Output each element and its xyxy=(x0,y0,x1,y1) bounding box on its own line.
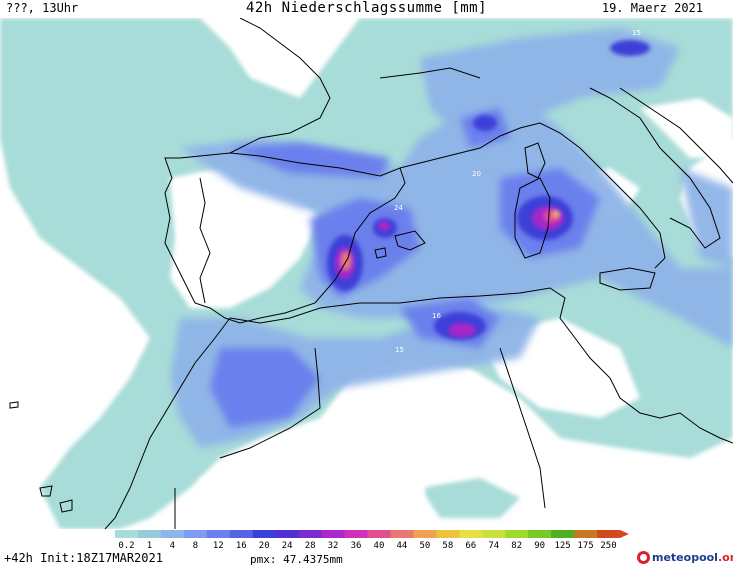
border-swiss xyxy=(379,67,481,79)
color-bar-segment xyxy=(115,530,139,538)
logo-name: meteopool xyxy=(652,550,718,564)
legend-tick-label: 32 xyxy=(328,541,339,551)
logo-suffix: .org xyxy=(717,550,733,564)
dry-iberia xyxy=(170,168,320,308)
contour-label: 15 xyxy=(632,29,641,37)
legend-tick-label: 82 xyxy=(511,541,522,551)
coast-france xyxy=(229,18,331,154)
legend-tick-label: 1 xyxy=(147,541,152,551)
canary-1 xyxy=(39,485,53,497)
color-bar-segment xyxy=(298,530,323,538)
color-bar-segment xyxy=(528,530,552,538)
precip-alps xyxy=(420,28,680,138)
color-bar-segment xyxy=(459,530,483,538)
color-bar-segment xyxy=(367,530,391,538)
contour-labels: 15 24 20 16 15 xyxy=(394,29,641,354)
coast-gulf-lion xyxy=(399,122,666,269)
legend-tick-label: 12 xyxy=(213,541,224,551)
legend-tick-label: 36 xyxy=(351,541,362,551)
coast-ibiza xyxy=(374,247,387,259)
legend-tick-label: 250 xyxy=(600,541,616,551)
legend-tick-label: 16 xyxy=(236,541,247,551)
legend-tick-label: 74 xyxy=(488,541,499,551)
border-algeria-tunisia xyxy=(499,347,546,509)
coast-italy-east xyxy=(589,87,721,249)
color-bar-segment xyxy=(137,530,162,538)
madeira xyxy=(9,401,19,409)
color-bar-segment xyxy=(344,530,368,538)
legend-tick-label: 90 xyxy=(534,541,545,551)
contour-label: 20 xyxy=(472,170,481,178)
coast-morocco-atlantic xyxy=(104,317,231,529)
contour-label: 16 xyxy=(432,312,441,320)
legend-tick-label: 50 xyxy=(419,541,430,551)
dry-west xyxy=(0,308,60,408)
legend-tick-label: 24 xyxy=(282,541,293,551)
header: ???, 13Uhr 42h Niederschlagssumme [mm] 1… xyxy=(0,0,733,18)
coast-mallorca xyxy=(394,230,426,251)
color-bar-segment xyxy=(229,530,254,538)
precip-pyrenees xyxy=(230,143,390,178)
color-bar-segment xyxy=(160,530,185,538)
border-portugal xyxy=(199,177,211,304)
forecast-init: +42h Init:18Z17MAR2021 xyxy=(4,551,163,565)
border-morocco-algeria xyxy=(219,347,321,459)
contour-label: 15 xyxy=(395,346,404,354)
color-bar-segment xyxy=(252,530,277,538)
color-bar-segment xyxy=(413,530,437,538)
color-bar-segment xyxy=(482,530,506,538)
legend-tick-label: 28 xyxy=(305,541,316,551)
color-bar-segment xyxy=(275,530,300,538)
legend-tick-label: 4 xyxy=(170,541,175,551)
legend-tick-label: 40 xyxy=(374,541,385,551)
legend: 0.2 1 4 8 12 16 20 24 28 32 36 40 44 50 58 66 74 82 90 125 1… xyxy=(0,529,733,566)
color-bar-segment xyxy=(551,530,575,538)
color-bar-segment xyxy=(321,530,346,538)
precip-morocco-core xyxy=(210,348,320,428)
legend-tick-label: 125 xyxy=(554,541,570,551)
color-bar-segment xyxy=(206,530,231,538)
color-bar-segment xyxy=(505,530,529,538)
legend-tick-label: 66 xyxy=(465,541,476,551)
color-bar-segment xyxy=(574,530,598,538)
coast-sicily xyxy=(599,267,656,291)
legend-tick-label: 0.2 xyxy=(118,541,134,551)
legend-tick-label: 175 xyxy=(577,541,593,551)
legend-tick-label: 44 xyxy=(397,541,408,551)
coast-iberia xyxy=(164,152,406,324)
contour-label: 24 xyxy=(394,204,403,212)
color-bar-segment xyxy=(436,530,460,538)
precip-balkan-coast xyxy=(680,168,733,268)
coast-corsica xyxy=(524,142,546,179)
color-bar: 0.2 1 4 8 12 16 20 24 28 32 36 40 44 50 58 66 74 82 90 125 1… xyxy=(115,530,629,551)
logo: meteopool.org xyxy=(637,549,733,565)
color-bar-segment xyxy=(597,530,621,538)
dry-sahara xyxy=(200,438,430,529)
logo-icon xyxy=(637,550,650,564)
color-bar-segment xyxy=(390,530,414,538)
legend-tick-label: 8 xyxy=(193,541,198,551)
precipitation-map: 15 24 20 16 15 xyxy=(0,18,733,529)
legend-tick-label: 58 xyxy=(442,541,453,551)
legend-tick-label: 20 xyxy=(259,541,270,551)
coast-north-africa xyxy=(229,287,733,444)
color-bar-arrow xyxy=(620,530,629,538)
color-bar-segment xyxy=(183,530,208,538)
valid-date: 19. Maerz 2021 xyxy=(601,1,703,15)
coastlines xyxy=(9,18,733,529)
coast-balkans xyxy=(619,87,733,184)
coast-sardinia xyxy=(514,177,551,259)
model-run-label: ???, 13Uhr xyxy=(6,1,79,15)
precip-light-south xyxy=(420,478,520,518)
canary-2 xyxy=(59,499,73,513)
map-title: 42h Niederschlagssumme [mm] xyxy=(245,0,488,16)
precip-max: pmx: 47.4375mm xyxy=(250,553,343,566)
dry-balkans xyxy=(640,98,733,158)
